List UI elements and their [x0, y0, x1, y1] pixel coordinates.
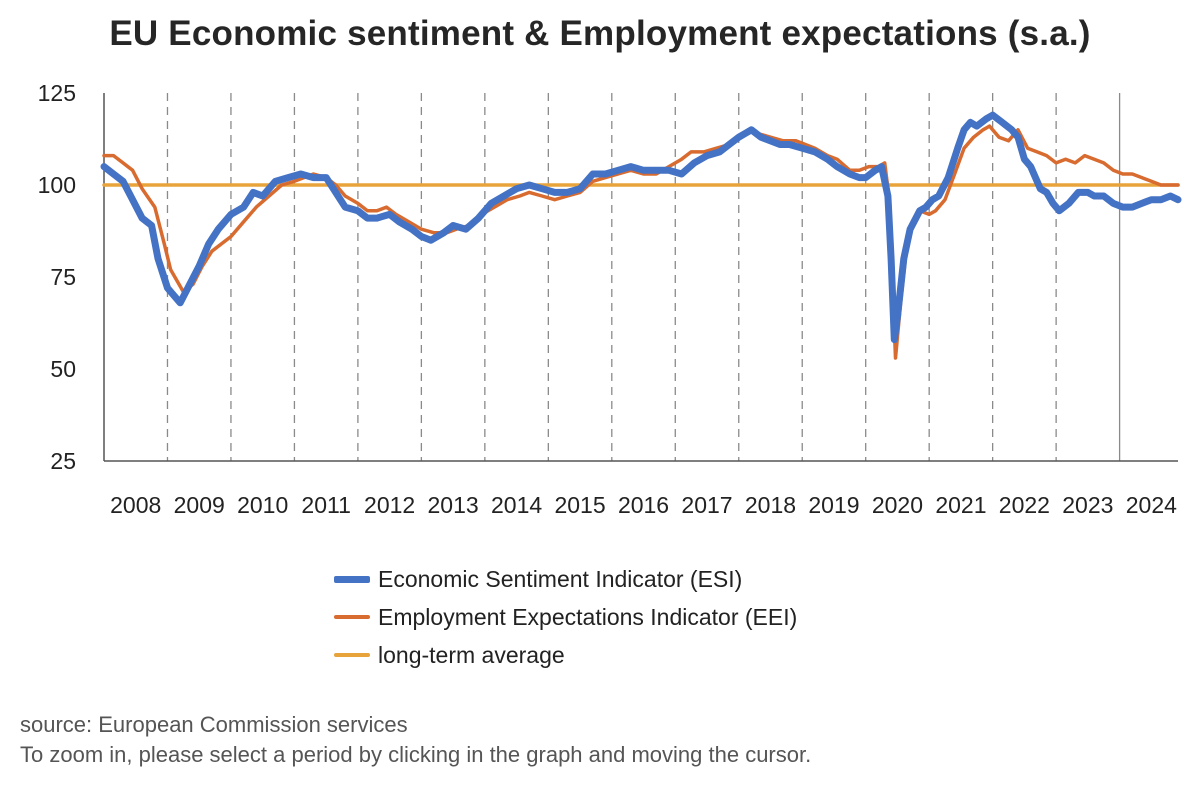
x-tick-label: 2013 — [428, 492, 479, 518]
x-tick-label: 2024 — [1126, 492, 1177, 518]
legend-item-esi[interactable]: Economic Sentiment Indicator (ESI) — [334, 560, 797, 598]
y-tick-label: 50 — [50, 356, 76, 382]
legend-swatch-eei — [334, 615, 370, 619]
y-tick-label: 100 — [38, 172, 76, 198]
series-lines — [100, 111, 1182, 360]
x-tick-label: 2019 — [808, 492, 859, 518]
x-tick-label: 2012 — [364, 492, 415, 518]
y-tick-label: 75 — [50, 264, 76, 290]
y-tick-label: 25 — [50, 448, 76, 474]
x-tick-label: 2016 — [618, 492, 669, 518]
series-line-eei[interactable] — [102, 124, 1180, 360]
x-tick-label: 2014 — [491, 492, 542, 518]
x-tick-label: 2018 — [745, 492, 796, 518]
legend-label-esi: Economic Sentiment Indicator (ESI) — [378, 565, 743, 592]
legend-label-eei: Employment Expectations Indicator (EEI) — [378, 603, 798, 630]
footer: source: European Commission services To … — [20, 710, 811, 770]
source-note: source: European Commission services — [20, 712, 408, 737]
legend-swatch-esi — [334, 575, 370, 583]
legend-swatch-average — [334, 653, 370, 657]
x-tick-label: 2008 — [110, 492, 161, 518]
x-tick-labels: 2008 2009 2010 2011 2012 2013 2014 2015 2016 2017… — [110, 492, 1177, 518]
y-tick-label: 125 — [38, 80, 76, 106]
x-tick-label: 2010 — [237, 492, 288, 518]
x-tick-label: 2021 — [935, 492, 986, 518]
x-tick-label: 2017 — [681, 492, 732, 518]
x-tick-label: 2015 — [554, 492, 605, 518]
x-tick-label: 2011 — [301, 492, 350, 518]
y-tick-labels: 25 50 75 100 125 — [38, 80, 76, 474]
x-tick-label: 2022 — [999, 492, 1050, 518]
x-tick-label: 2009 — [174, 492, 225, 518]
chart-title: EU Economic sentiment & Employment expec… — [109, 14, 1091, 53]
series-line-esi[interactable] — [100, 111, 1182, 344]
zoom-hint: To zoom in, please select a period by cl… — [20, 742, 812, 767]
legend-item-average[interactable]: long-term average — [334, 636, 797, 674]
x-tick-label: 2023 — [1062, 492, 1113, 518]
legend-item-eei[interactable]: Employment Expectations Indicator (EEI) — [334, 598, 797, 636]
grid-lines — [166, 93, 1121, 461]
x-tick-label: 2020 — [872, 492, 923, 518]
axes — [103, 93, 1178, 462]
legend-label-average: long-term average — [378, 641, 565, 668]
legend: Economic Sentiment Indicator (ESI) Emplo… — [334, 560, 797, 674]
